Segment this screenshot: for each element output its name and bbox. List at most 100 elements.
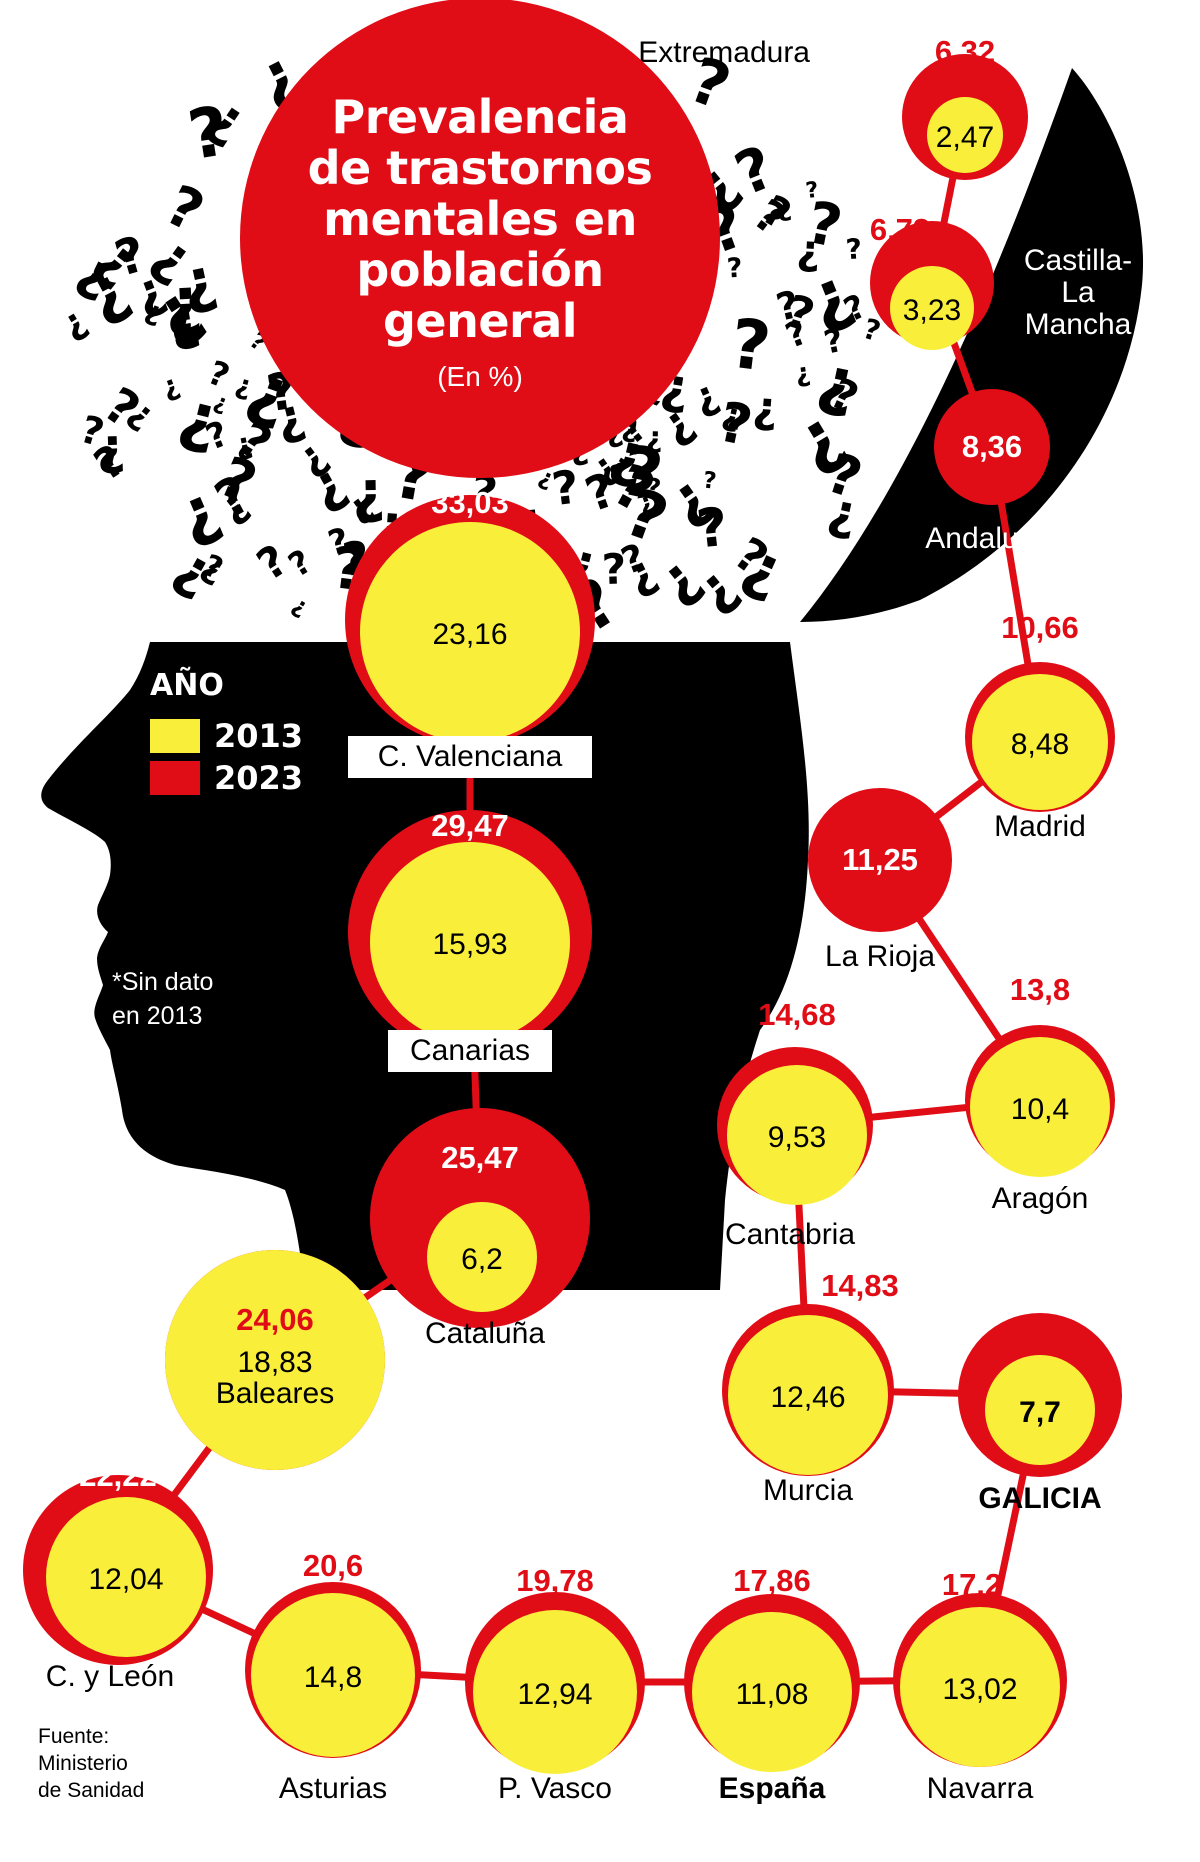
value-2023-label: 6,32 xyxy=(935,34,995,69)
brain-lid-shape xyxy=(800,68,1144,622)
value-2023-label: 11,25 xyxy=(842,842,918,877)
question-mark-glyph: ? xyxy=(701,467,717,494)
source-line: de Sanidad xyxy=(38,1779,145,1802)
title-line: mentales en xyxy=(323,192,637,246)
value-2023-label: 25,47 xyxy=(441,1140,519,1175)
value-2013-label: 14,8 xyxy=(304,1661,362,1694)
value-2013-label: 12,46 xyxy=(770,1381,845,1414)
title-line: Prevalencia xyxy=(331,90,629,144)
value-2013-label: 9,53 xyxy=(768,1121,826,1154)
question-mark-glyph: ¿ xyxy=(793,358,812,390)
region-label: Asturias xyxy=(279,1772,387,1805)
question-mark-glyph: ¿ xyxy=(352,459,386,526)
title-line: de trastornos xyxy=(307,141,653,195)
region-label: Extremadura xyxy=(638,36,810,69)
legend-label-2013: 2013 xyxy=(214,717,304,755)
question-mark-glyph: ? xyxy=(726,253,743,285)
value-2023-label: 14,68 xyxy=(758,997,836,1032)
question-mark-glyph: ¿ xyxy=(646,420,663,454)
value-2023-label: 14,83 xyxy=(821,1268,899,1303)
value-2023-label: 13,8 xyxy=(1010,972,1070,1007)
value-2023-label: 19,78 xyxy=(516,1563,594,1598)
question-mark-glyph: ? xyxy=(203,352,235,395)
footnote-line: en 2013 xyxy=(112,1002,203,1030)
region-label: Madrid xyxy=(994,810,1086,843)
region-label: C. Valenciana xyxy=(378,740,563,773)
question-mark-glyph: ? xyxy=(804,178,820,204)
region-label: La xyxy=(1061,276,1095,309)
value-2023-label: 20,6 xyxy=(303,1548,363,1583)
bubble-2013 xyxy=(727,1065,867,1205)
region-label: La Rioja xyxy=(825,940,935,973)
region-label: Cataluña xyxy=(425,1317,545,1350)
bubble-2013 xyxy=(46,1497,206,1657)
region-label-background xyxy=(348,736,592,778)
value-2013-label: 2,47 xyxy=(936,121,994,154)
bubble-2023 xyxy=(934,389,1050,505)
value-2023-label: 6,73 xyxy=(870,212,930,247)
value-2023-label: 24,06 xyxy=(236,1302,314,1337)
question-mark-glyph: ¿ xyxy=(95,417,126,476)
legend-swatch-2023 xyxy=(150,761,200,795)
region-label: Mancha xyxy=(1025,308,1132,341)
question-mark-glyph: ? xyxy=(644,472,663,503)
question-mark-glyph: ¿ xyxy=(777,193,793,223)
value-2023-label: 17,86 xyxy=(733,1563,811,1598)
source-line: Ministerio xyxy=(38,1752,128,1775)
value-2013-label: 15,93 xyxy=(432,928,507,961)
value-2013-label: 11,08 xyxy=(736,1678,809,1711)
value-2023-label: 17,2 xyxy=(942,1567,1002,1602)
legend: AÑO 2013 2023 xyxy=(150,668,303,799)
bubble-2013 xyxy=(890,266,974,350)
title-bubble xyxy=(240,0,720,478)
region-label: C. y León xyxy=(46,1660,174,1693)
title-line: población xyxy=(356,243,604,297)
value-2013-label: 13,02 xyxy=(942,1673,1017,1706)
source-line: Fuente: xyxy=(38,1725,110,1748)
value-2023-label: 15,48 xyxy=(1001,1313,1079,1348)
bubble-2013 xyxy=(728,1315,888,1475)
question-mark-glyph: ¿ xyxy=(287,592,312,621)
footnote: *Sin dato en 2013 xyxy=(112,965,292,1033)
value-2013-label: 8,48 xyxy=(1011,728,1069,761)
region-labels: 6,322,47Extremadura6,733,23Castilla-LaMa… xyxy=(46,34,1132,1805)
bubble-2013 xyxy=(985,1355,1095,1465)
legend-item-2013: 2013 xyxy=(150,715,303,757)
region-label: Baleares xyxy=(216,1377,334,1410)
region-label: P. Vasco xyxy=(498,1772,612,1805)
footnote-line: *Sin dato xyxy=(112,968,214,996)
value-2023-label: 10,66 xyxy=(1001,610,1079,645)
region-label-background xyxy=(388,1030,552,1072)
region-label: Castilla- xyxy=(1024,244,1132,277)
bubble-2013 xyxy=(692,1612,852,1772)
question-mark-glyph: ¿ xyxy=(157,368,184,405)
value-2023-label: 22,22 xyxy=(79,1458,157,1493)
question-mark-glyph: ? xyxy=(694,497,731,561)
region-label: Canarias xyxy=(410,1034,530,1067)
bubble-2013 xyxy=(473,1610,637,1774)
legend-swatch-2013 xyxy=(150,719,200,753)
region-label: Andalucía xyxy=(925,522,1059,555)
source-note: Fuente: Ministerio de Sanidad xyxy=(38,1723,144,1804)
bubble-2013 xyxy=(972,674,1108,810)
value-2013-label: 10,4 xyxy=(1011,1093,1069,1126)
title-line: general xyxy=(382,294,578,348)
region-label: España xyxy=(719,1772,826,1805)
question-mark-glyph: ¿ xyxy=(232,426,255,463)
legend-title: AÑO xyxy=(150,668,224,703)
chart-title: Prevalencia de trastornos mentales en po… xyxy=(240,92,720,347)
question-mark-glyph: ? xyxy=(549,459,582,516)
value-2013-label: 3,23 xyxy=(903,294,961,327)
region-label: Murcia xyxy=(763,1474,853,1507)
legend-label-2023: 2023 xyxy=(214,759,304,797)
bubbles xyxy=(23,54,1122,1774)
legend-item-2023: 2023 xyxy=(150,757,303,799)
question-mark-glyph: ¿ xyxy=(55,300,94,346)
question-mark-glyph: ? xyxy=(156,173,214,246)
bubble-2013 xyxy=(251,1593,415,1757)
value-2023-label: 8,36 xyxy=(962,429,1022,464)
question-mark-glyph: ¿ xyxy=(163,263,205,340)
bubble-2013 xyxy=(360,522,580,742)
question-mark-glyph: ? xyxy=(601,544,627,594)
region-label: GALICIA xyxy=(978,1482,1101,1515)
